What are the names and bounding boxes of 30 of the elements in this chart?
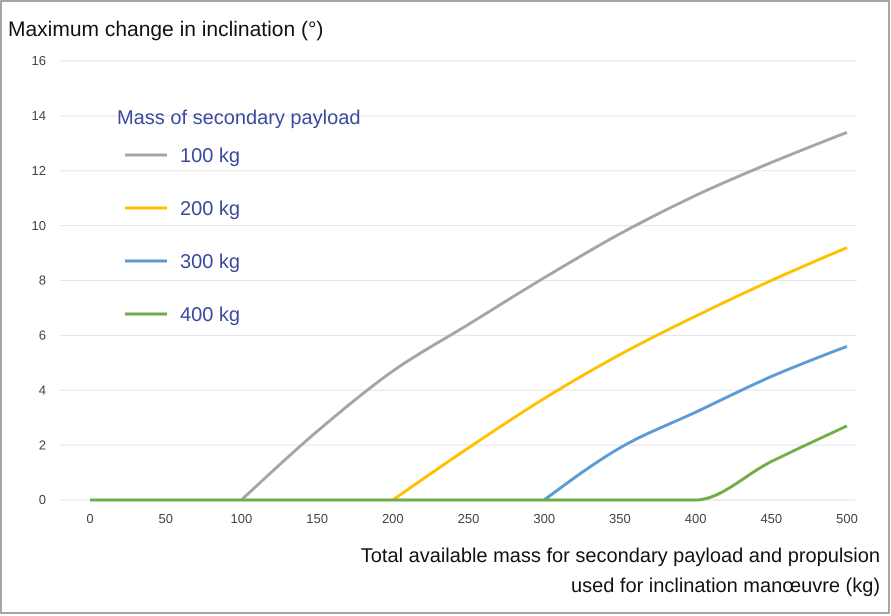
- x-tick-label: 150: [306, 511, 328, 526]
- x-tick-label: 100: [230, 511, 252, 526]
- y-tick-label: 2: [38, 437, 46, 452]
- line-series: [542, 344, 848, 502]
- x-tick-label: 0: [86, 511, 94, 526]
- x-tick-label: 200: [382, 511, 404, 526]
- y-tick-label: 4: [38, 382, 46, 398]
- legend-label: 100 kg: [180, 145, 240, 167]
- x-tick-label: 50: [158, 511, 173, 526]
- x-tick-label: 250: [458, 511, 480, 526]
- y-tick-label: 10: [32, 218, 46, 233]
- line-series: [240, 130, 848, 502]
- legend-label: 200 kg: [180, 198, 240, 220]
- x-tick-label: 500: [836, 511, 858, 526]
- x-tick-label: 450: [760, 511, 782, 526]
- y-tick-label: 8: [38, 272, 46, 288]
- legend-title: Mass of secondary payload: [117, 107, 360, 129]
- x-axis-title: Total available mass for secondary payload and propulsion used for inclination manœuvre (kg): [360, 545, 880, 597]
- chart-title: Maximum change in inclination (°): [8, 18, 324, 41]
- y-tick-label: 12: [32, 162, 46, 178]
- x-tick-label: 400: [684, 511, 706, 526]
- y-tick-label: 16: [32, 53, 46, 68]
- y-tick-label: 0: [38, 492, 46, 508]
- y-tick-label: 14: [32, 108, 46, 124]
- x-tick-label: 350: [609, 511, 631, 526]
- line-series: [391, 246, 848, 502]
- legend-label: 400 kg: [180, 304, 240, 326]
- y-tick-label: 6: [38, 328, 46, 343]
- legend-label: 300 kg: [180, 251, 240, 273]
- x-tick-label: 300: [533, 511, 556, 526]
